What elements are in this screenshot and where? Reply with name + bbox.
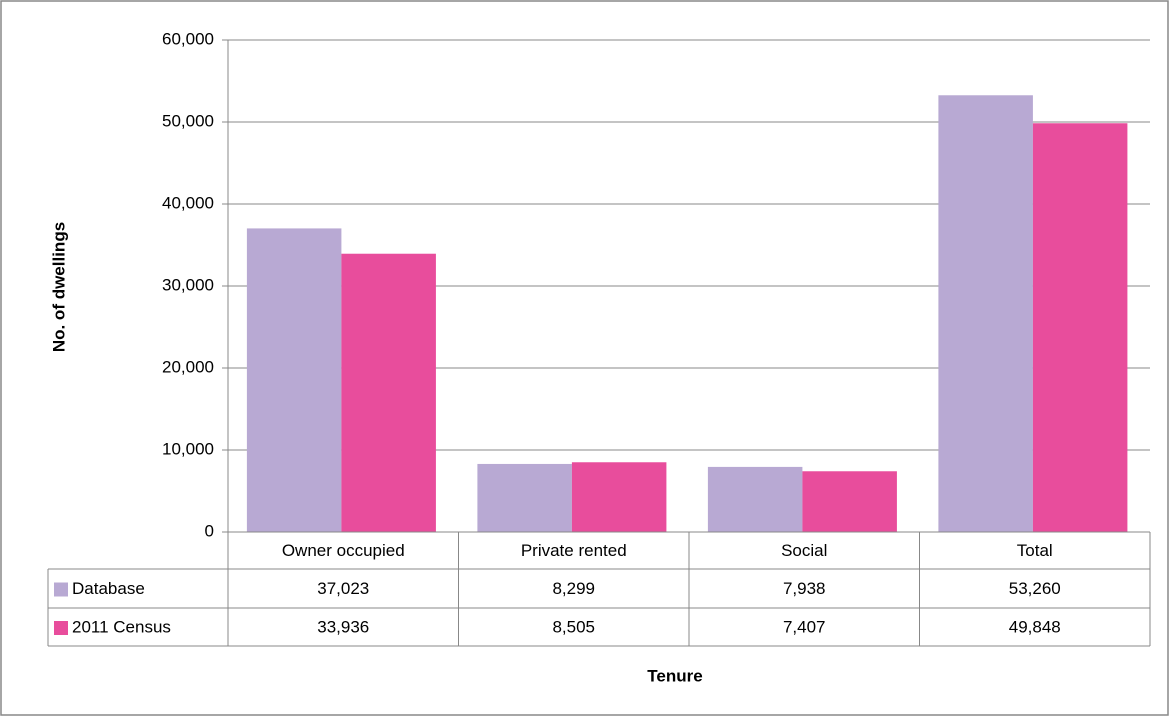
legend-swatch xyxy=(54,582,68,597)
y-tick-label: 0 xyxy=(205,521,214,540)
table-value: 37,023 xyxy=(317,579,369,598)
x-tick-label: Owner occupied xyxy=(282,541,405,560)
legend-label: Database xyxy=(72,579,145,598)
table-value: 8,505 xyxy=(552,617,595,636)
x-axis-title: Tenure xyxy=(647,666,702,685)
y-tick-label: 40,000 xyxy=(162,193,214,212)
bar xyxy=(341,253,436,532)
table-value: 7,407 xyxy=(783,617,826,636)
bar xyxy=(707,466,803,532)
bar xyxy=(477,463,572,532)
y-tick-label: 50,000 xyxy=(162,111,214,130)
y-axis-title: No. of dwellings xyxy=(49,222,68,352)
y-tick-label: 10,000 xyxy=(162,439,214,458)
bar xyxy=(571,462,667,532)
x-tick-label: Private rented xyxy=(521,541,627,560)
table-value: 49,848 xyxy=(1009,617,1061,636)
y-tick-label: 60,000 xyxy=(162,29,214,48)
table-value: 53,260 xyxy=(1009,579,1061,598)
table-value: 8,299 xyxy=(552,579,595,598)
x-tick-label: Social xyxy=(781,541,827,560)
y-tick-label: 30,000 xyxy=(162,275,214,294)
bar xyxy=(246,228,342,532)
legend-swatch xyxy=(54,621,68,635)
y-tick-label: 20,000 xyxy=(162,357,214,376)
x-tick-label: Total xyxy=(1017,541,1053,560)
table-value: 7,938 xyxy=(783,579,826,598)
bar xyxy=(802,471,897,532)
bar xyxy=(938,95,1033,532)
bar xyxy=(1032,123,1128,532)
table-value: 33,936 xyxy=(317,617,369,636)
legend-label: 2011 Census xyxy=(72,617,171,636)
